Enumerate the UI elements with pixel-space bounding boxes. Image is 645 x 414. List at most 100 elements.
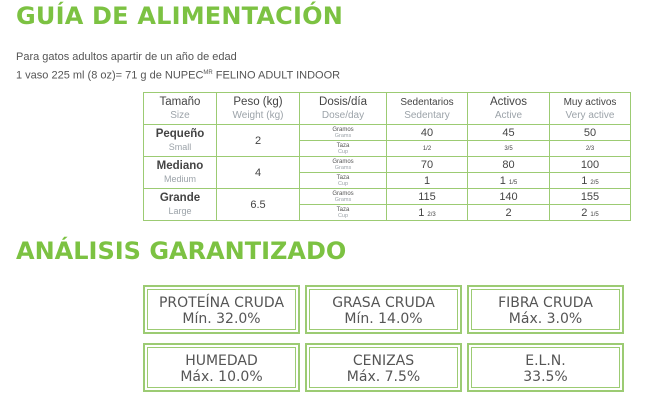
analysis-name: HUMEDAD bbox=[185, 353, 258, 369]
header-dose: Dosis/día Dose/day bbox=[299, 92, 387, 125]
cup-whole: 1 bbox=[423, 174, 431, 187]
unit-grams-cell: Gramos Grams bbox=[299, 156, 387, 173]
cup-whole: 1 bbox=[581, 174, 588, 187]
analysis-value: 33.5% bbox=[523, 369, 568, 385]
feeding-guide-title: GUÍA DE ALIMENTACIÓN bbox=[16, 2, 343, 30]
unit-sublabel: Grams bbox=[334, 132, 352, 139]
cup-fraction: 3/5 bbox=[504, 146, 513, 152]
size-label: Pequeño bbox=[155, 128, 205, 140]
unit-sublabel: Grams bbox=[334, 196, 352, 203]
analysis-name: GRASA CRUDA bbox=[332, 295, 435, 311]
cups-sedentary: 1 bbox=[386, 172, 468, 189]
cups-very-active: 2/3 bbox=[549, 140, 631, 157]
size-cell: Grande Large bbox=[143, 188, 217, 221]
intro-text: Para gatos adultos apartir de un año de … bbox=[16, 49, 340, 84]
cup-whole: 2 bbox=[505, 206, 512, 219]
table-row: Pequeño Small 2 Gramos Grams 40 45 50 bbox=[143, 124, 631, 157]
table-row: Taza Cup 1/2 3/5 2/3 bbox=[144, 140, 631, 157]
header-label: Muy activos bbox=[563, 96, 617, 108]
analysis-value: Máx. 3.0% bbox=[508, 311, 583, 327]
size-cell: Pequeño Small bbox=[143, 124, 217, 157]
size-label: Grande bbox=[159, 192, 201, 204]
unit-sublabel: Cup bbox=[337, 148, 349, 155]
cup-fraction: 2/3 bbox=[427, 211, 436, 218]
analysis-value: Mín. 32.0% bbox=[182, 311, 261, 327]
table-header-row: Tamaño Size Peso (kg) Weight (kg) Dosis/dí… bbox=[143, 92, 631, 125]
intro-product-name: FELINO ADULT INDOOR bbox=[212, 69, 341, 82]
table-row: Taza Cup 1 1 1/5 1 2/5 bbox=[144, 172, 631, 189]
cup-fraction: 1/5 bbox=[590, 211, 599, 218]
cup-whole: 2 bbox=[581, 206, 588, 219]
unit-cup-cell: Taza Cup bbox=[299, 204, 387, 221]
cup-fraction: 2/3 bbox=[585, 146, 595, 152]
analysis-box-fat: GRASA CRUDA Mín. 14.0% bbox=[305, 285, 462, 334]
header-sublabel: Weight (kg) bbox=[232, 109, 284, 121]
intro-line-1: Para gatos adultos apartir de un año de … bbox=[16, 51, 237, 63]
cup-whole: 1 bbox=[418, 206, 425, 219]
header-active: Activos Active bbox=[467, 92, 550, 125]
header-very-active: Muy activos Very active bbox=[549, 92, 631, 125]
grams-very-active: 155 bbox=[549, 188, 631, 205]
size-sublabel: Medium bbox=[163, 174, 196, 184]
unit-grams-cell: Gramos Grams bbox=[299, 188, 387, 205]
cups-sedentary: 1/2 bbox=[386, 140, 468, 157]
analysis-value: Máx. 7.5% bbox=[346, 369, 421, 385]
header-sublabel: Very active bbox=[565, 109, 615, 121]
header-sublabel: Active bbox=[494, 109, 523, 121]
size-sublabel: Large bbox=[168, 206, 192, 216]
weight-cell: 4 bbox=[216, 156, 300, 189]
analysis-box-fiber: FIBRA CRUDA Máx. 3.0% bbox=[467, 285, 624, 334]
cup-whole: 1 bbox=[499, 174, 506, 187]
table-row: Grande Large 6.5 Gramos Grams 115 140 155 bbox=[143, 188, 631, 221]
grams-sedentary: 115 bbox=[386, 188, 468, 205]
trademark-mark: MR bbox=[203, 70, 213, 76]
guaranteed-analysis-title: ANÁLISIS GARANTIZADO bbox=[16, 237, 347, 265]
grams-sedentary: 70 bbox=[386, 156, 468, 173]
grams-very-active: 100 bbox=[549, 156, 631, 173]
cup-fraction: 1/2 bbox=[422, 146, 432, 152]
grams-sedentary: 40 bbox=[386, 124, 468, 141]
unit-sublabel: Cup bbox=[337, 180, 349, 187]
unit-label: Gramos bbox=[332, 126, 354, 133]
cup-fraction: 2/5 bbox=[590, 179, 599, 186]
cups-sedentary: 1 2/3 bbox=[386, 204, 468, 221]
analysis-value: Máx. 10.0% bbox=[180, 369, 263, 385]
table-row: Mediano Medium 4 Gramos Grams 70 80 100 bbox=[143, 156, 631, 189]
header-label: Activos bbox=[489, 95, 528, 108]
header-label: Tamaño bbox=[159, 95, 201, 108]
cups-active: 3/5 bbox=[467, 140, 550, 157]
weight-cell: 6.5 bbox=[216, 188, 300, 221]
analysis-name: FIBRA CRUDA bbox=[498, 295, 593, 311]
grams-active: 140 bbox=[467, 188, 550, 205]
grams-active: 45 bbox=[467, 124, 550, 141]
cups-active: 2 bbox=[467, 204, 550, 221]
intro-line-2: 1 vaso 225 ml (8 oz)= 71 g de NUPECMR FE… bbox=[16, 65, 340, 84]
size-cell: Mediano Medium bbox=[143, 156, 217, 189]
cups-active: 1 1/5 bbox=[467, 172, 550, 189]
cups-very-active: 1 2/5 bbox=[549, 172, 631, 189]
size-label: Mediano bbox=[156, 160, 204, 172]
header-sublabel: Dose/day bbox=[321, 109, 365, 121]
cup-fraction: 1/5 bbox=[508, 179, 518, 186]
size-sublabel: Small bbox=[168, 142, 192, 152]
unit-cup-cell: Taza Cup bbox=[299, 172, 387, 189]
unit-label: Gramos bbox=[332, 190, 354, 197]
unit-sublabel: Grams bbox=[334, 164, 352, 171]
table-row: Taza Cup 1 2/3 2 2 1/5 bbox=[144, 204, 631, 221]
header-sublabel: Size bbox=[170, 109, 190, 121]
unit-label: Gramos bbox=[332, 158, 354, 165]
analysis-box-protein: PROTEÍNA CRUDA Mín. 32.0% bbox=[143, 285, 300, 334]
weight-cell: 2 bbox=[216, 124, 300, 157]
header-label: Sedentarios bbox=[400, 96, 454, 108]
grams-active: 80 bbox=[467, 156, 550, 173]
unit-grams-cell: Gramos Grams bbox=[299, 124, 387, 141]
grams-very-active: 50 bbox=[549, 124, 631, 141]
unit-label: Taza bbox=[336, 174, 350, 181]
header-sublabel: Sedentary bbox=[404, 109, 450, 121]
analysis-value: Mín. 14.0% bbox=[344, 311, 423, 327]
cups-very-active: 2 1/5 bbox=[549, 204, 631, 221]
analysis-box-ash: CENIZAS Máx. 7.5% bbox=[305, 343, 462, 392]
unit-label: Taza bbox=[336, 142, 350, 149]
analysis-box-moisture: HUMEDAD Máx. 10.0% bbox=[143, 343, 300, 392]
unit-label: Taza bbox=[336, 206, 350, 213]
